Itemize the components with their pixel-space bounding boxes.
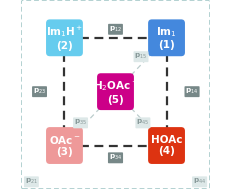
Text: p$_{12}$: p$_{12}$ [109, 25, 122, 34]
FancyBboxPatch shape [46, 127, 83, 164]
Text: p$_{34}$: p$_{34}$ [109, 153, 122, 162]
FancyBboxPatch shape [46, 19, 83, 56]
Text: p$_{23}$: p$_{23}$ [33, 87, 46, 96]
Text: p$_{14}$: p$_{14}$ [185, 87, 199, 96]
Text: OAc$^-$
(3): OAc$^-$ (3) [49, 134, 80, 157]
FancyBboxPatch shape [148, 127, 185, 164]
Text: Im$_1$H$^+$
(2): Im$_1$H$^+$ (2) [46, 25, 83, 51]
Text: p$_{44}$: p$_{44}$ [193, 177, 206, 186]
Text: HOAc
(4): HOAc (4) [151, 135, 182, 156]
FancyBboxPatch shape [148, 19, 185, 56]
Text: Im$_1$
(1): Im$_1$ (1) [156, 25, 177, 50]
Text: p$_{15}$: p$_{15}$ [134, 52, 148, 61]
Text: p$_{21}$: p$_{21}$ [25, 177, 38, 186]
Text: H$_2$OAc$^+$
(5): H$_2$OAc$^+$ (5) [93, 78, 138, 105]
Text: p$_{45}$: p$_{45}$ [136, 118, 149, 127]
Text: p$_{35}$: p$_{35}$ [74, 118, 87, 127]
FancyBboxPatch shape [97, 73, 134, 110]
